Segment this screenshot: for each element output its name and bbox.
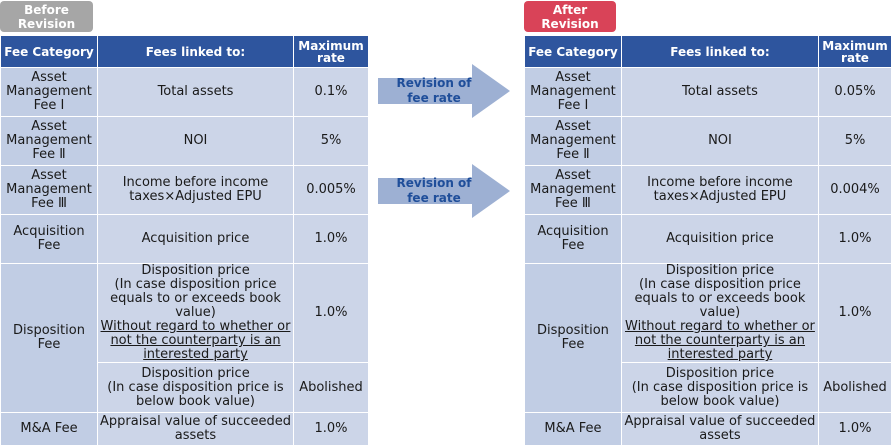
fee-category-cell: Asset Management Fee Ⅱ	[0, 116, 98, 166]
max-rate-cell: 0.05%	[818, 67, 892, 117]
disposition-price-label: Disposition price	[141, 365, 250, 381]
fee-category-cell: Asset Management Fee Ⅲ	[524, 165, 622, 215]
max-rate-cell: Abolished	[818, 362, 892, 413]
disposition-price-label: Disposition price	[665, 365, 775, 381]
right-arrow-icon	[378, 64, 510, 118]
max-rate-cell: 1.0%	[818, 263, 892, 363]
fees-linked-cell: NOI	[97, 116, 294, 166]
table-header-row: Fee Category Fees linked to: Maximum rat…	[0, 35, 369, 68]
disposition-condition: (In case disposition price is below book…	[631, 379, 809, 409]
table-row: M&A Fee Appraisal value of succeeded ass…	[0, 412, 369, 446]
table-row: Disposition Fee Disposition price (In ca…	[0, 263, 369, 413]
fees-linked-cell: Disposition price (In case disposition p…	[620, 362, 820, 413]
table-row: Asset Management Fee Ⅰ Total assets 0.05…	[524, 67, 892, 117]
max-rate-cell: 1.0%	[293, 412, 369, 446]
header-fee-category: Fee Category	[0, 35, 98, 68]
table-header-row: Fee Category Fees linked to: Maximum rat…	[524, 35, 892, 68]
header-fees-linked: Fees linked to:	[97, 35, 294, 68]
fees-linked-cell: Disposition price (In case disposition p…	[97, 263, 294, 363]
fee-category-cell: M&A Fee	[0, 412, 98, 446]
right-arrow-icon	[378, 164, 510, 218]
fees-linked-cell: Income before income taxes×Adjusted EPU	[97, 165, 294, 215]
disposition-condition: (In case disposition price is below book…	[107, 379, 284, 409]
fees-linked-cell: Disposition price (In case disposition p…	[620, 263, 820, 363]
table-row: M&A Fee Appraisal value of succeeded ass…	[524, 412, 892, 446]
fees-linked-cell: NOI	[620, 116, 820, 166]
max-rate-cell: 5%	[818, 116, 892, 166]
disposition-condition: (In case disposition price equals to or …	[110, 277, 281, 320]
table-row: Disposition price (In case disposition p…	[1, 362, 369, 413]
fees-linked-cell: Acquisition price	[97, 214, 294, 264]
header-max-rate: Maximum rate	[293, 35, 369, 68]
fees-linked-cell: Disposition price (In case disposition p…	[97, 362, 294, 413]
table-row: Disposition Fee Disposition price (In ca…	[524, 263, 892, 413]
max-rate-cell: 5%	[293, 116, 369, 166]
fee-category-cell: Disposition Fee	[0, 263, 98, 413]
table-row: Asset Management Fee Ⅰ Total assets 0.1%	[0, 67, 369, 117]
max-rate-cell: Abolished	[293, 362, 369, 413]
counterparty-note: Without regard to whether or not the cou…	[100, 319, 291, 362]
fees-linked-cell: Acquisition price	[620, 214, 820, 264]
header-max-rate: Maximum rate	[818, 35, 892, 68]
before-revision-badge: Before Revision	[0, 1, 93, 32]
header-fees-linked: Fees linked to:	[620, 35, 820, 68]
table-row: Asset Management Fee Ⅱ NOI 5%	[0, 116, 369, 166]
table-row: Acquisition Fee Acquisition price 1.0%	[0, 214, 369, 264]
fee-category-cell: Acquisition Fee	[524, 214, 622, 264]
fees-linked-cell: Total assets	[620, 67, 820, 117]
fee-category-cell: Asset Management Fee Ⅰ	[524, 67, 622, 117]
disposition-condition: (In case disposition price equals to or …	[634, 277, 806, 320]
max-rate-cell: 0.004%	[818, 165, 892, 215]
max-rate-cell: 1.0%	[293, 263, 369, 363]
max-rate-cell: 0.1%	[293, 67, 369, 117]
table-row: Asset Management Fee Ⅲ Income before inc…	[524, 165, 892, 215]
fees-linked-cell: Income before income taxes×Adjusted EPU	[620, 165, 820, 215]
fee-category-cell: Asset Management Fee Ⅱ	[524, 116, 622, 166]
fee-category-cell: M&A Fee	[524, 412, 622, 446]
fees-linked-cell: Appraisal value of succeeded assets	[620, 412, 820, 446]
revision-arrow-label: Revision of fee rate	[396, 76, 472, 105]
disposition-price-label: Disposition price	[141, 263, 250, 278]
fee-category-cell: Acquisition Fee	[0, 214, 98, 264]
max-rate-cell: 1.0%	[293, 214, 369, 264]
disposition-price-label: Disposition price	[665, 263, 775, 278]
max-rate-cell: 1.0%	[818, 214, 892, 264]
max-rate-cell: 0.005%	[293, 165, 369, 215]
revision-arrow-2: Revision of fee rate	[378, 164, 510, 218]
revision-arrow-1: Revision of fee rate	[378, 64, 510, 118]
table-row: Asset Management Fee Ⅱ NOI 5%	[524, 116, 892, 166]
fees-linked-cell: Total assets	[97, 67, 294, 117]
table-row: Disposition price (In case disposition p…	[525, 362, 892, 413]
revision-arrow-label: Revision of fee rate	[396, 176, 472, 205]
fee-table-after: Fee Category Fees linked to: Maximum rat…	[524, 35, 892, 446]
fee-category-cell: Disposition Fee	[524, 263, 622, 413]
fee-category-cell: Asset Management Fee Ⅲ	[0, 165, 98, 215]
fee-table-before: Fee Category Fees linked to: Maximum rat…	[0, 35, 369, 446]
table-row: Asset Management Fee Ⅲ Income before inc…	[0, 165, 369, 215]
counterparty-note: Without regard to whether or not the cou…	[625, 319, 815, 362]
fees-linked-cell: Appraisal value of succeeded assets	[97, 412, 294, 446]
after-revision-badge: After Revision	[524, 1, 616, 32]
table-row: Acquisition Fee Acquisition price 1.0%	[524, 214, 892, 264]
fee-category-cell: Asset Management Fee Ⅰ	[0, 67, 98, 117]
header-fee-category: Fee Category	[524, 35, 622, 68]
max-rate-cell: 1.0%	[818, 412, 892, 446]
